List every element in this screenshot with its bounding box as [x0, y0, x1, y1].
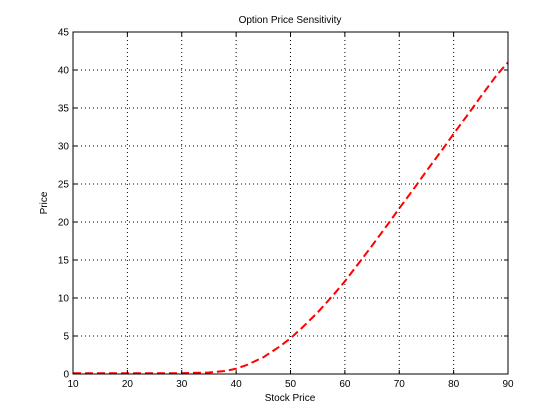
ticks: 10 20 30 40 50 60 70 80 90 0 5 10 15 20 25 30 35 40 45	[58, 28, 514, 391]
plot-area	[73, 32, 508, 374]
chart-title: Option Price Sensitivity	[239, 15, 342, 26]
y-tick-label: 10	[58, 294, 70, 305]
y-tick-label: 30	[58, 142, 70, 153]
x-tick-label: 50	[285, 379, 297, 390]
x-tick-label: 20	[122, 379, 134, 390]
x-axis-title: Stock Price	[265, 393, 316, 404]
x-tick-label: 70	[394, 379, 406, 390]
y-tick-label: 45	[58, 28, 70, 39]
x-tick-label: 60	[339, 379, 351, 390]
x-tick-label: 10	[67, 379, 79, 390]
y-tick-label: 0	[63, 370, 69, 381]
series-layer	[73, 61, 509, 375]
x-tick-label: 80	[448, 379, 460, 390]
y-tick-label: 5	[63, 332, 69, 343]
series-line	[73, 61, 509, 375]
y-tick-label: 35	[58, 104, 70, 115]
x-tick-label: 90	[502, 379, 514, 390]
x-tick-label: 40	[231, 379, 243, 390]
y-tick-label: 25	[58, 180, 70, 191]
y-tick-label: 15	[58, 256, 70, 267]
x-tick-label: 30	[176, 379, 188, 390]
y-axis-title: Price	[39, 191, 50, 214]
grid	[73, 32, 508, 374]
y-tick-label: 40	[58, 66, 70, 77]
y-tick-label: 20	[58, 218, 70, 229]
